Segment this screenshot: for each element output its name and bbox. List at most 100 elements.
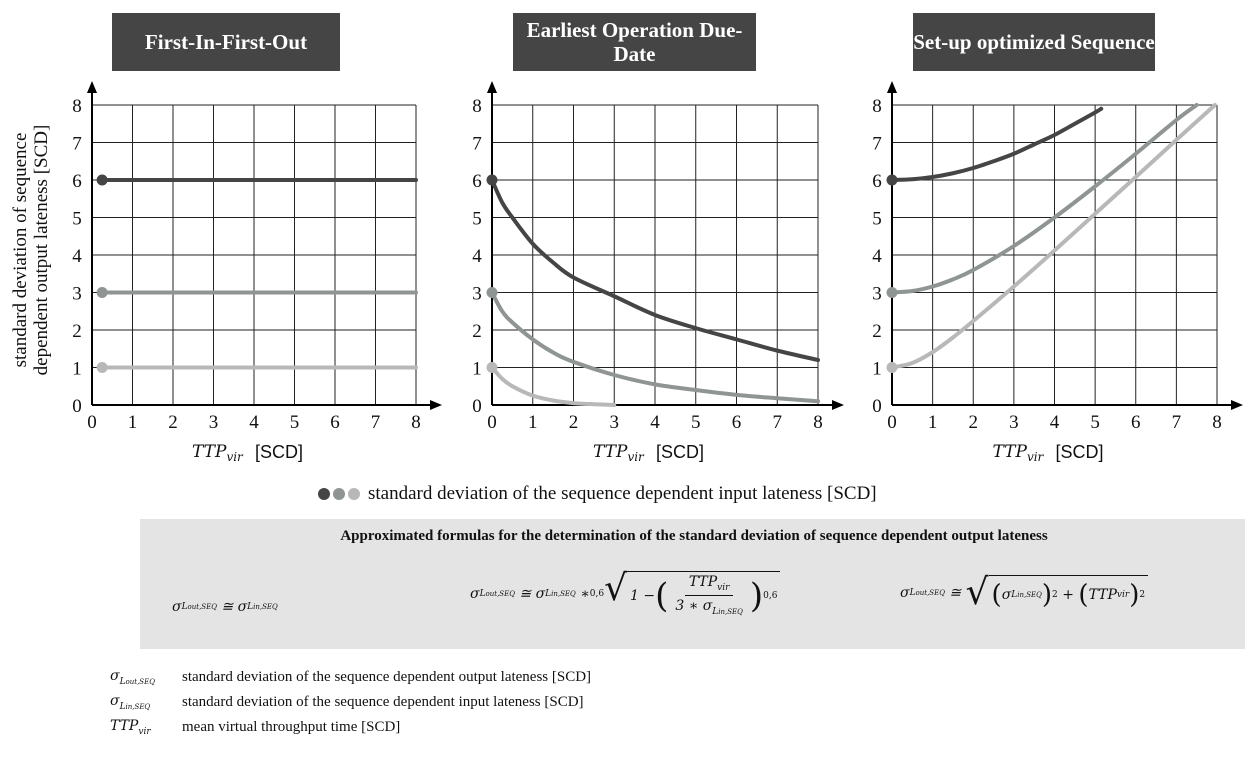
subsub-out: out,SEQ	[485, 590, 515, 598]
frac-numerator-sub: vir	[717, 583, 730, 593]
approx-sign: ≅	[949, 585, 962, 601]
y-tick-label: 0	[872, 396, 882, 417]
definition-symbol: TTPvir	[110, 718, 151, 737]
x-tick-label: 6	[330, 412, 340, 433]
legend-dot-light	[348, 488, 360, 500]
x-tick-label: 7	[1172, 412, 1182, 433]
y-tick-label: 1	[472, 359, 482, 380]
root-expression: √ 1 − ( TTPvir 3 ∗ σLin,SEQ ) 0,6	[604, 568, 781, 617]
fraction: TTPvir 3 ∗ σLin,SEQ	[671, 574, 747, 617]
sigma-symbol: σ	[1001, 586, 1012, 603]
subsub-out: out,SEQ	[915, 589, 945, 597]
charts-canvas: 0 1 2 3 4 5 6 7 8 0 1 2 3 4 5 6 7 8 TTPvir [SCD] standard de…	[10, 81, 1243, 464]
series-line-1	[490, 178, 820, 362]
y-tick-label: 2	[472, 321, 482, 342]
y-tick-label: 8	[872, 96, 882, 117]
definition-row: TTPvir mean virtual throughput time [SCD…	[110, 718, 400, 737]
y-tick-label: 6	[72, 171, 82, 192]
y-tick-label: 5	[472, 209, 482, 230]
x-tick-label: 3	[610, 412, 620, 433]
formula-panel: Approximated formulas for the determinat…	[140, 519, 1245, 649]
subsub-out: out,SEQ	[187, 603, 217, 611]
x-axis-arrow-icon	[1231, 400, 1243, 410]
series-line-3	[890, 103, 1217, 370]
sigma-symbol: σ	[237, 599, 248, 615]
legend: standard deviation of the sequence depen…	[318, 482, 877, 506]
y-tick-label: 3	[872, 284, 882, 305]
sub-l: L	[181, 602, 188, 612]
formula-setup: σ Lout,SEQ ≅ √ ( σ Lin,SEQ ) 2 + ( TTP vir )…	[900, 572, 1149, 613]
x-tick-label: 0	[87, 412, 97, 433]
subsub-in: in,SEQ	[551, 590, 576, 598]
x-axis-arrow-icon	[430, 400, 442, 410]
series-start-point-1	[886, 174, 898, 186]
subsub-in: in,SEQ	[1017, 590, 1042, 599]
y-tick-label: 4	[72, 246, 82, 267]
y-tick-label: 5	[72, 209, 82, 230]
series-start-point-3	[486, 362, 498, 373]
formula-panel-title: Approximated formulas for the determinat…	[340, 528, 1048, 544]
frac-denominator: 3 ∗ σ	[675, 598, 713, 614]
x-tick-label: 3	[209, 412, 219, 433]
x-tick-label: 2	[569, 412, 579, 433]
x-tick-label: 6	[732, 412, 742, 433]
x-axis-label: TTPvir	[993, 442, 1045, 464]
chart-title-setup: Set-up optimized Sequence	[913, 13, 1155, 71]
x-tick-label: 7	[371, 412, 381, 433]
subsub-in: in,SEQ	[718, 608, 743, 616]
x-axis-unit-label: [SCD]	[1056, 442, 1104, 462]
frac-numerator: TTP	[688, 574, 718, 590]
legend-dot-dark	[318, 488, 330, 500]
paren-close: )	[1129, 579, 1140, 610]
paren-close: )	[749, 575, 764, 616]
sub-l: L	[247, 602, 254, 612]
root-expression: √ ( σ Lin,SEQ ) 2 + ( TTP vir ) 2	[965, 572, 1149, 613]
legend-dot-mid	[333, 488, 345, 500]
series-start-point-2	[886, 287, 898, 298]
sigma-symbol: σ	[535, 586, 546, 602]
definition-symbol: σLout,SEQ	[110, 668, 155, 687]
x-tick-label: 1	[528, 412, 538, 433]
y-tick-label: 2	[72, 321, 82, 342]
sigma-symbol: σ	[900, 585, 910, 601]
y-tick-label: 4	[472, 246, 482, 267]
root-sign-icon: √	[604, 568, 628, 609]
x-tick-label: 5	[290, 412, 300, 433]
chart-title-fifo: First-In-First-Out	[112, 13, 340, 71]
x-tick-label: 2	[168, 412, 178, 433]
approx-sign: ≅	[221, 599, 234, 615]
y-tick-label: 7	[472, 134, 482, 155]
x-tick-label: 5	[1090, 412, 1100, 433]
x-axis-unit-label: [SCD]	[656, 442, 704, 462]
subsub-in: in,SEQ	[253, 603, 278, 611]
root-sign-icon: √	[965, 572, 989, 613]
x-axis-label: TTPvir	[593, 442, 645, 464]
y-tick-label: 3	[472, 284, 482, 305]
y-tick-label: 1	[72, 359, 82, 380]
y-tick-label: 7	[72, 134, 82, 155]
ttp-sub: vir	[1116, 589, 1130, 600]
definition-row: σLin,SEQ standard deviation of the seque…	[110, 693, 584, 712]
x-tick-label: 2	[969, 412, 979, 433]
paren-open: (	[1078, 579, 1089, 610]
root-index: 0,6	[589, 589, 605, 599]
x-tick-label: 4	[1050, 412, 1060, 433]
paren-close: )	[1041, 579, 1053, 610]
power-exponent: 0,6	[763, 590, 778, 601]
series-start-point-1	[486, 174, 498, 186]
x-tick-label: 8	[813, 412, 823, 433]
definition-row: σLout,SEQ standard deviation of the sequ…	[110, 668, 591, 687]
sub-l: L	[479, 589, 486, 599]
y-tick-label: 4	[872, 246, 882, 267]
y-tick-label: 8	[472, 96, 482, 117]
y-tick-label: 1	[872, 359, 882, 380]
x-tick-label: 1	[928, 412, 938, 433]
series-line-1	[890, 106, 1104, 182]
y-tick-label: 0	[72, 396, 82, 417]
series-start-point-2	[486, 287, 498, 298]
x-tick-label: 3	[1009, 412, 1019, 433]
x-axis-arrow-icon	[832, 400, 844, 410]
series-start-point-3	[886, 362, 898, 373]
sub-l: L	[545, 589, 552, 599]
y-tick-label: 6	[872, 171, 882, 192]
